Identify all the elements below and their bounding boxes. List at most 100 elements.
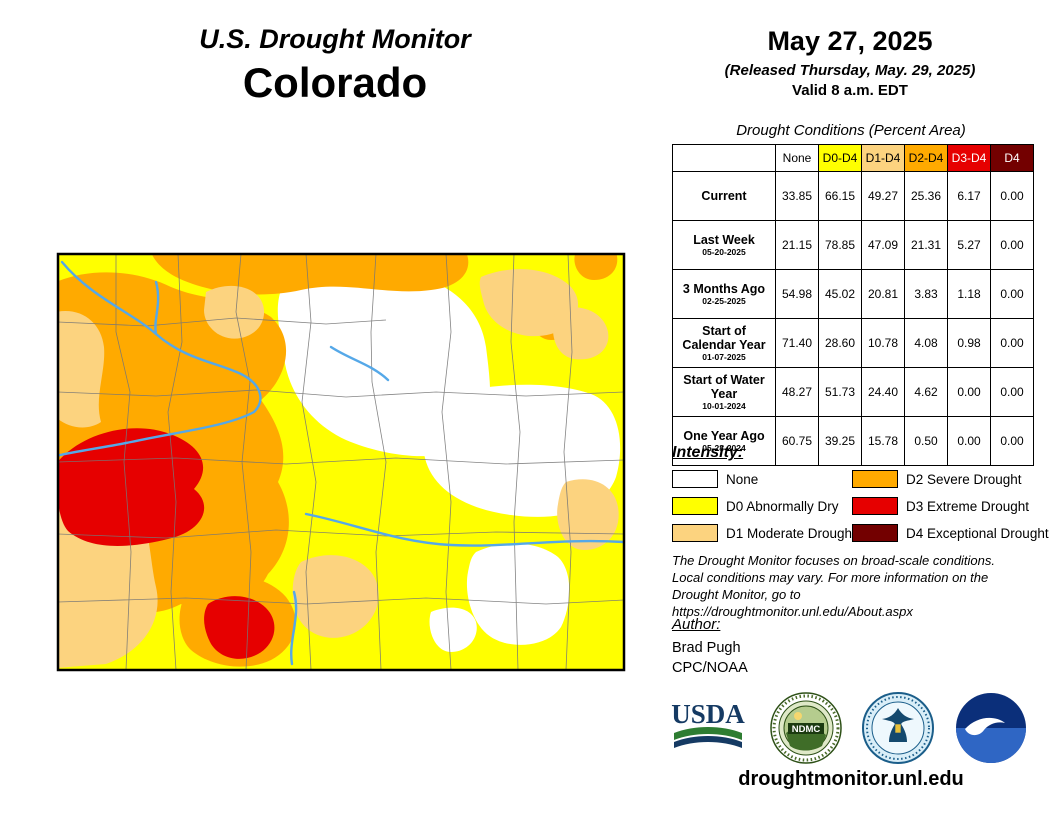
legend-title: Intensity: (672, 444, 744, 461)
value-cell: 0.00 (990, 220, 1034, 270)
value-cell: 48.27 (775, 367, 819, 417)
value-cell: 24.40 (861, 367, 905, 417)
map-region-d3 (58, 428, 275, 659)
legend-swatch-d1 (672, 524, 718, 542)
legend-item-none: None (672, 470, 852, 488)
value-cell: 39.25 (818, 416, 862, 466)
author-name: Brad Pugh (672, 640, 741, 656)
value-cell: 4.08 (904, 318, 948, 368)
row-label: One Year Ago 05-28-2024 (672, 416, 776, 466)
legend-item-d1: D1 Moderate Drought (672, 524, 856, 542)
valid-time: Valid 8 a.m. EDT (792, 82, 908, 99)
value-cell: 54.98 (775, 269, 819, 319)
value-cell: 25.36 (904, 171, 948, 221)
legend-item-d2: D2 Severe Drought (852, 470, 1034, 488)
legend: None D2 Severe Drought D0 Abnormally Dry… (672, 470, 1049, 542)
value-cell: 66.15 (818, 171, 862, 221)
released-date: (Released Thursday, May. 29, 2025) (724, 62, 976, 79)
value-cell: 33.85 (775, 171, 819, 221)
svg-text:NDMC: NDMC (791, 724, 820, 735)
row-label: Start of Water Year 10-01-2024 (672, 367, 776, 417)
map-container (56, 252, 626, 672)
table-row-one-year-ago: One Year Ago 05-28-2024 60.75 39.25 15.7… (672, 416, 1034, 466)
disclaimer-line: Drought Monitor, go to https://droughtmo… (672, 586, 913, 619)
row-label: Start of Calendar Year 01-07-2025 (672, 318, 776, 368)
table-row-last-week: Last Week 05-20-2025 21.15 78.85 47.09 2… (672, 220, 1034, 270)
author-org: CPC/NOAA (672, 660, 748, 676)
legend-swatch-d3 (852, 497, 898, 515)
legend-item-d4: D4 Exceptional Drought (852, 524, 1049, 542)
legend-swatch-none (672, 470, 718, 488)
disclaimer-line: The Drought Monitor focuses on broad-sca… (672, 553, 996, 568)
legend-swatch-d2 (852, 470, 898, 488)
table-corner-cell (672, 144, 776, 172)
value-cell: 0.00 (990, 171, 1034, 221)
noaa-logo (955, 693, 1026, 763)
colorado-drought-map (56, 252, 626, 672)
table-row-3-months-ago: 3 Months Ago 02-25-2025 54.98 45.02 20.8… (672, 269, 1034, 319)
report-date: May 27, 2025 (767, 26, 933, 56)
column-header-d1d4: D1-D4 (861, 144, 905, 172)
date-block: May 27, 2025 (Released Thursday, May. 29… (670, 26, 1030, 99)
legend-swatch-d4 (852, 524, 898, 542)
footer-url: droughtmonitor.unl.edu (738, 768, 964, 790)
row-label: Current (672, 171, 776, 221)
column-header-d3d4: D3-D4 (947, 144, 991, 172)
value-cell: 0.00 (990, 318, 1034, 368)
state-border (56, 252, 626, 672)
value-cell: 4.62 (904, 367, 948, 417)
value-cell: 0.00 (990, 416, 1034, 466)
column-header-none: None (775, 144, 819, 172)
value-cell: 47.09 (861, 220, 905, 270)
legend-swatch-d0 (672, 497, 718, 515)
table-row-current: Current 33.85 66.15 49.27 25.36 6.17 0.0… (672, 171, 1034, 221)
value-cell: 0.00 (990, 269, 1034, 319)
value-cell: 78.85 (818, 220, 862, 270)
table-row-start-calendar-year: Start of Calendar Year 01-07-2025 71.40 … (672, 318, 1034, 368)
map-region-d1 (58, 269, 619, 668)
author-heading: Author: (672, 616, 721, 633)
legend-item-d0: D0 Abnormally Dry (672, 497, 852, 515)
row-label: Last Week 05-20-2025 (672, 220, 776, 270)
value-cell: 49.27 (861, 171, 905, 221)
value-cell: 0.50 (904, 416, 948, 466)
value-cell: 3.83 (904, 269, 948, 319)
value-cell: 0.00 (947, 416, 991, 466)
value-cell: 0.98 (947, 318, 991, 368)
title-block: U.S. Drought Monitor Colorado (60, 24, 610, 107)
value-cell: 0.00 (947, 367, 991, 417)
legend-item-d3: D3 Extreme Drought (852, 497, 1034, 515)
rivers (58, 260, 624, 666)
svg-text:USDA: USDA (671, 699, 745, 729)
value-cell: 45.02 (818, 269, 862, 319)
disclaimer-text: The Drought Monitor focuses on broad-sca… (672, 553, 1044, 621)
commerce-seal-logo (862, 692, 935, 764)
value-cell: 51.73 (818, 367, 862, 417)
report-title: U.S. Drought Monitor (199, 24, 471, 54)
value-cell: 21.31 (904, 220, 948, 270)
column-header-d0d4: D0-D4 (818, 144, 862, 172)
column-header-d2d4: D2-D4 (904, 144, 948, 172)
value-cell: 6.17 (947, 171, 991, 221)
author-block: Author: Brad Pugh CPC/NOAA (672, 616, 748, 676)
drought-conditions-table: None D0-D4 D1-D4 D2-D4 D3-D4 D4 Current … (672, 144, 1034, 466)
value-cell: 15.78 (861, 416, 905, 466)
table-row-start-water-year: Start of Water Year 10-01-2024 48.27 51.… (672, 367, 1034, 417)
value-cell: 21.15 (775, 220, 819, 270)
table-caption: Drought Conditions (Percent Area) (736, 122, 966, 139)
logos-row: USDA NDMC (666, 690, 1028, 766)
ndmc-logo: NDMC (769, 692, 842, 764)
value-cell: 71.40 (775, 318, 819, 368)
table-header-row: None D0-D4 D1-D4 D2-D4 D3-D4 D4 (672, 144, 1034, 172)
value-cell: 60.75 (775, 416, 819, 466)
disclaimer-line: Local conditions may vary. For more info… (672, 569, 989, 585)
county-boundaries (58, 254, 624, 670)
state-title: Colorado (242, 59, 428, 106)
value-cell: 20.81 (861, 269, 905, 319)
value-cell: 5.27 (947, 220, 991, 270)
value-cell: 28.60 (818, 318, 862, 368)
value-cell: 1.18 (947, 269, 991, 319)
column-header-d4: D4 (990, 144, 1034, 172)
value-cell: 10.78 (861, 318, 905, 368)
usda-logo: USDA (671, 699, 745, 748)
